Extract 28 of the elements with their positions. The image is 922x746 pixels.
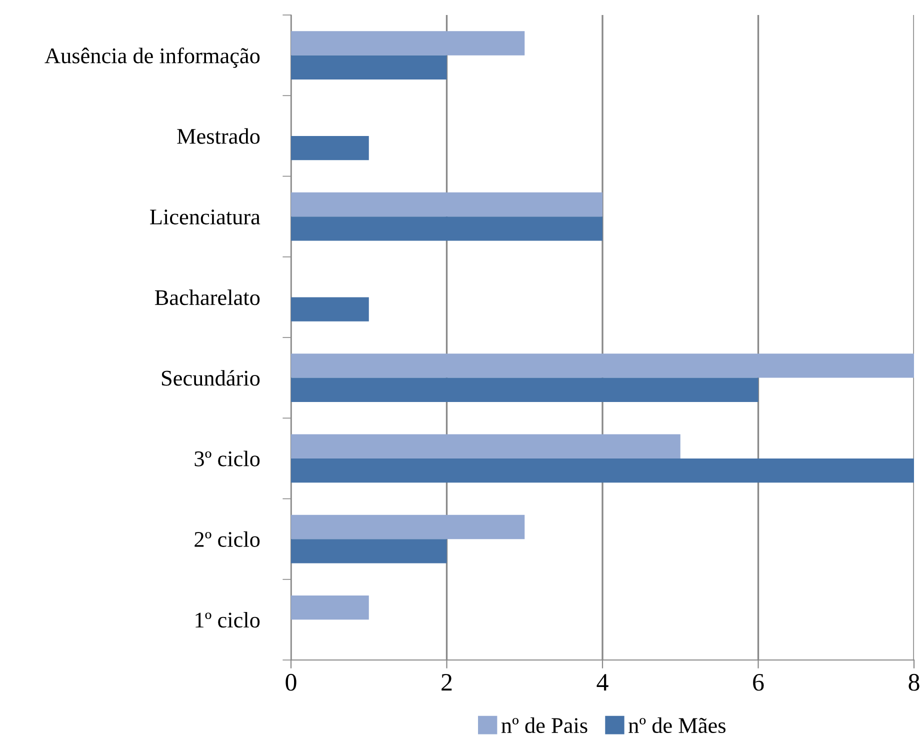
x-tick-label: 6 bbox=[753, 674, 764, 691]
x-tick-label: 8 bbox=[908, 674, 920, 691]
y-tick-label: Mestrado bbox=[177, 128, 260, 144]
y-tick-label: 3º ciclo bbox=[194, 450, 260, 466]
bar bbox=[291, 136, 369, 160]
x-tick-label: 2 bbox=[442, 674, 452, 691]
bar bbox=[291, 458, 914, 483]
y-tick-label: 1º ciclo bbox=[196, 612, 260, 628]
legend-label: nº de Pais bbox=[501, 717, 588, 734]
y-tick-label: 2º ciclo bbox=[194, 531, 260, 547]
y-tick-label: Secundário bbox=[162, 370, 260, 386]
y-tick-label: Ausência de informação bbox=[44, 47, 260, 68]
bar bbox=[291, 31, 525, 56]
x-tick-label: 0 bbox=[286, 674, 296, 691]
bar bbox=[291, 55, 447, 80]
bar bbox=[291, 354, 914, 378]
bar bbox=[291, 297, 369, 322]
bar bbox=[291, 216, 602, 241]
bar bbox=[291, 596, 369, 620]
x-tick-label: 4 bbox=[596, 674, 608, 691]
bar bbox=[291, 539, 447, 564]
y-tick-label: Licenciatura bbox=[150, 210, 260, 224]
bar bbox=[291, 378, 758, 402]
y-tick-label: Bacharelato bbox=[154, 289, 260, 306]
bar bbox=[291, 514, 525, 540]
bar bbox=[291, 192, 602, 217]
bar bbox=[291, 434, 680, 458]
legend-label: nº de Mães bbox=[628, 717, 726, 734]
